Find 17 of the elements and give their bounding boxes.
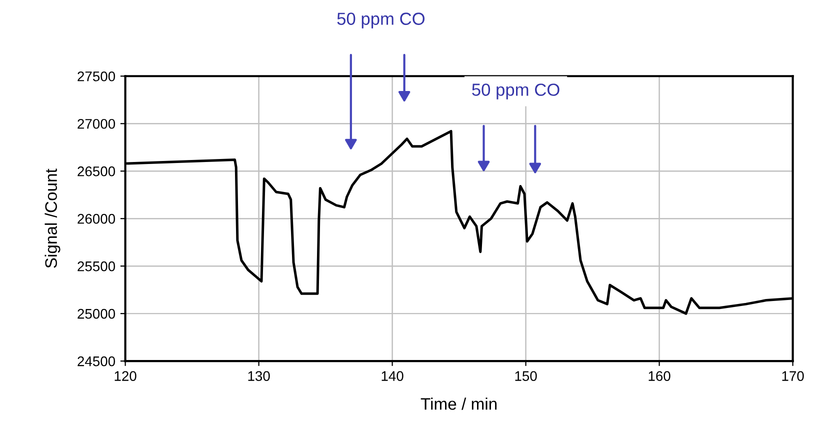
y-tick-label: 27500: [78, 71, 116, 82]
y-tick-label: 24500: [78, 356, 116, 366]
x-axis-title: Time / min: [420, 398, 497, 410]
x-tick-label: 120: [114, 371, 136, 381]
y-tick-label: 26500: [78, 166, 116, 176]
annotation: 50 ppm CO: [472, 84, 560, 100]
text: 50 ppm CO: [337, 12, 425, 28]
x-tick-label: 140: [382, 371, 404, 381]
x-tick-label: 150: [515, 371, 537, 381]
y-axis-title: Signal /Count: [44, 168, 60, 268]
y-tick-label: 26000: [78, 214, 116, 224]
y-tick-label: 25000: [78, 308, 116, 319]
x-tick-label: 170: [782, 371, 804, 381]
y-tick-label: 27000: [78, 118, 116, 129]
x-tick-label: 160: [648, 371, 670, 381]
y-tick-label: 25500: [78, 261, 116, 272]
x-tick-label: 130: [248, 371, 270, 381]
